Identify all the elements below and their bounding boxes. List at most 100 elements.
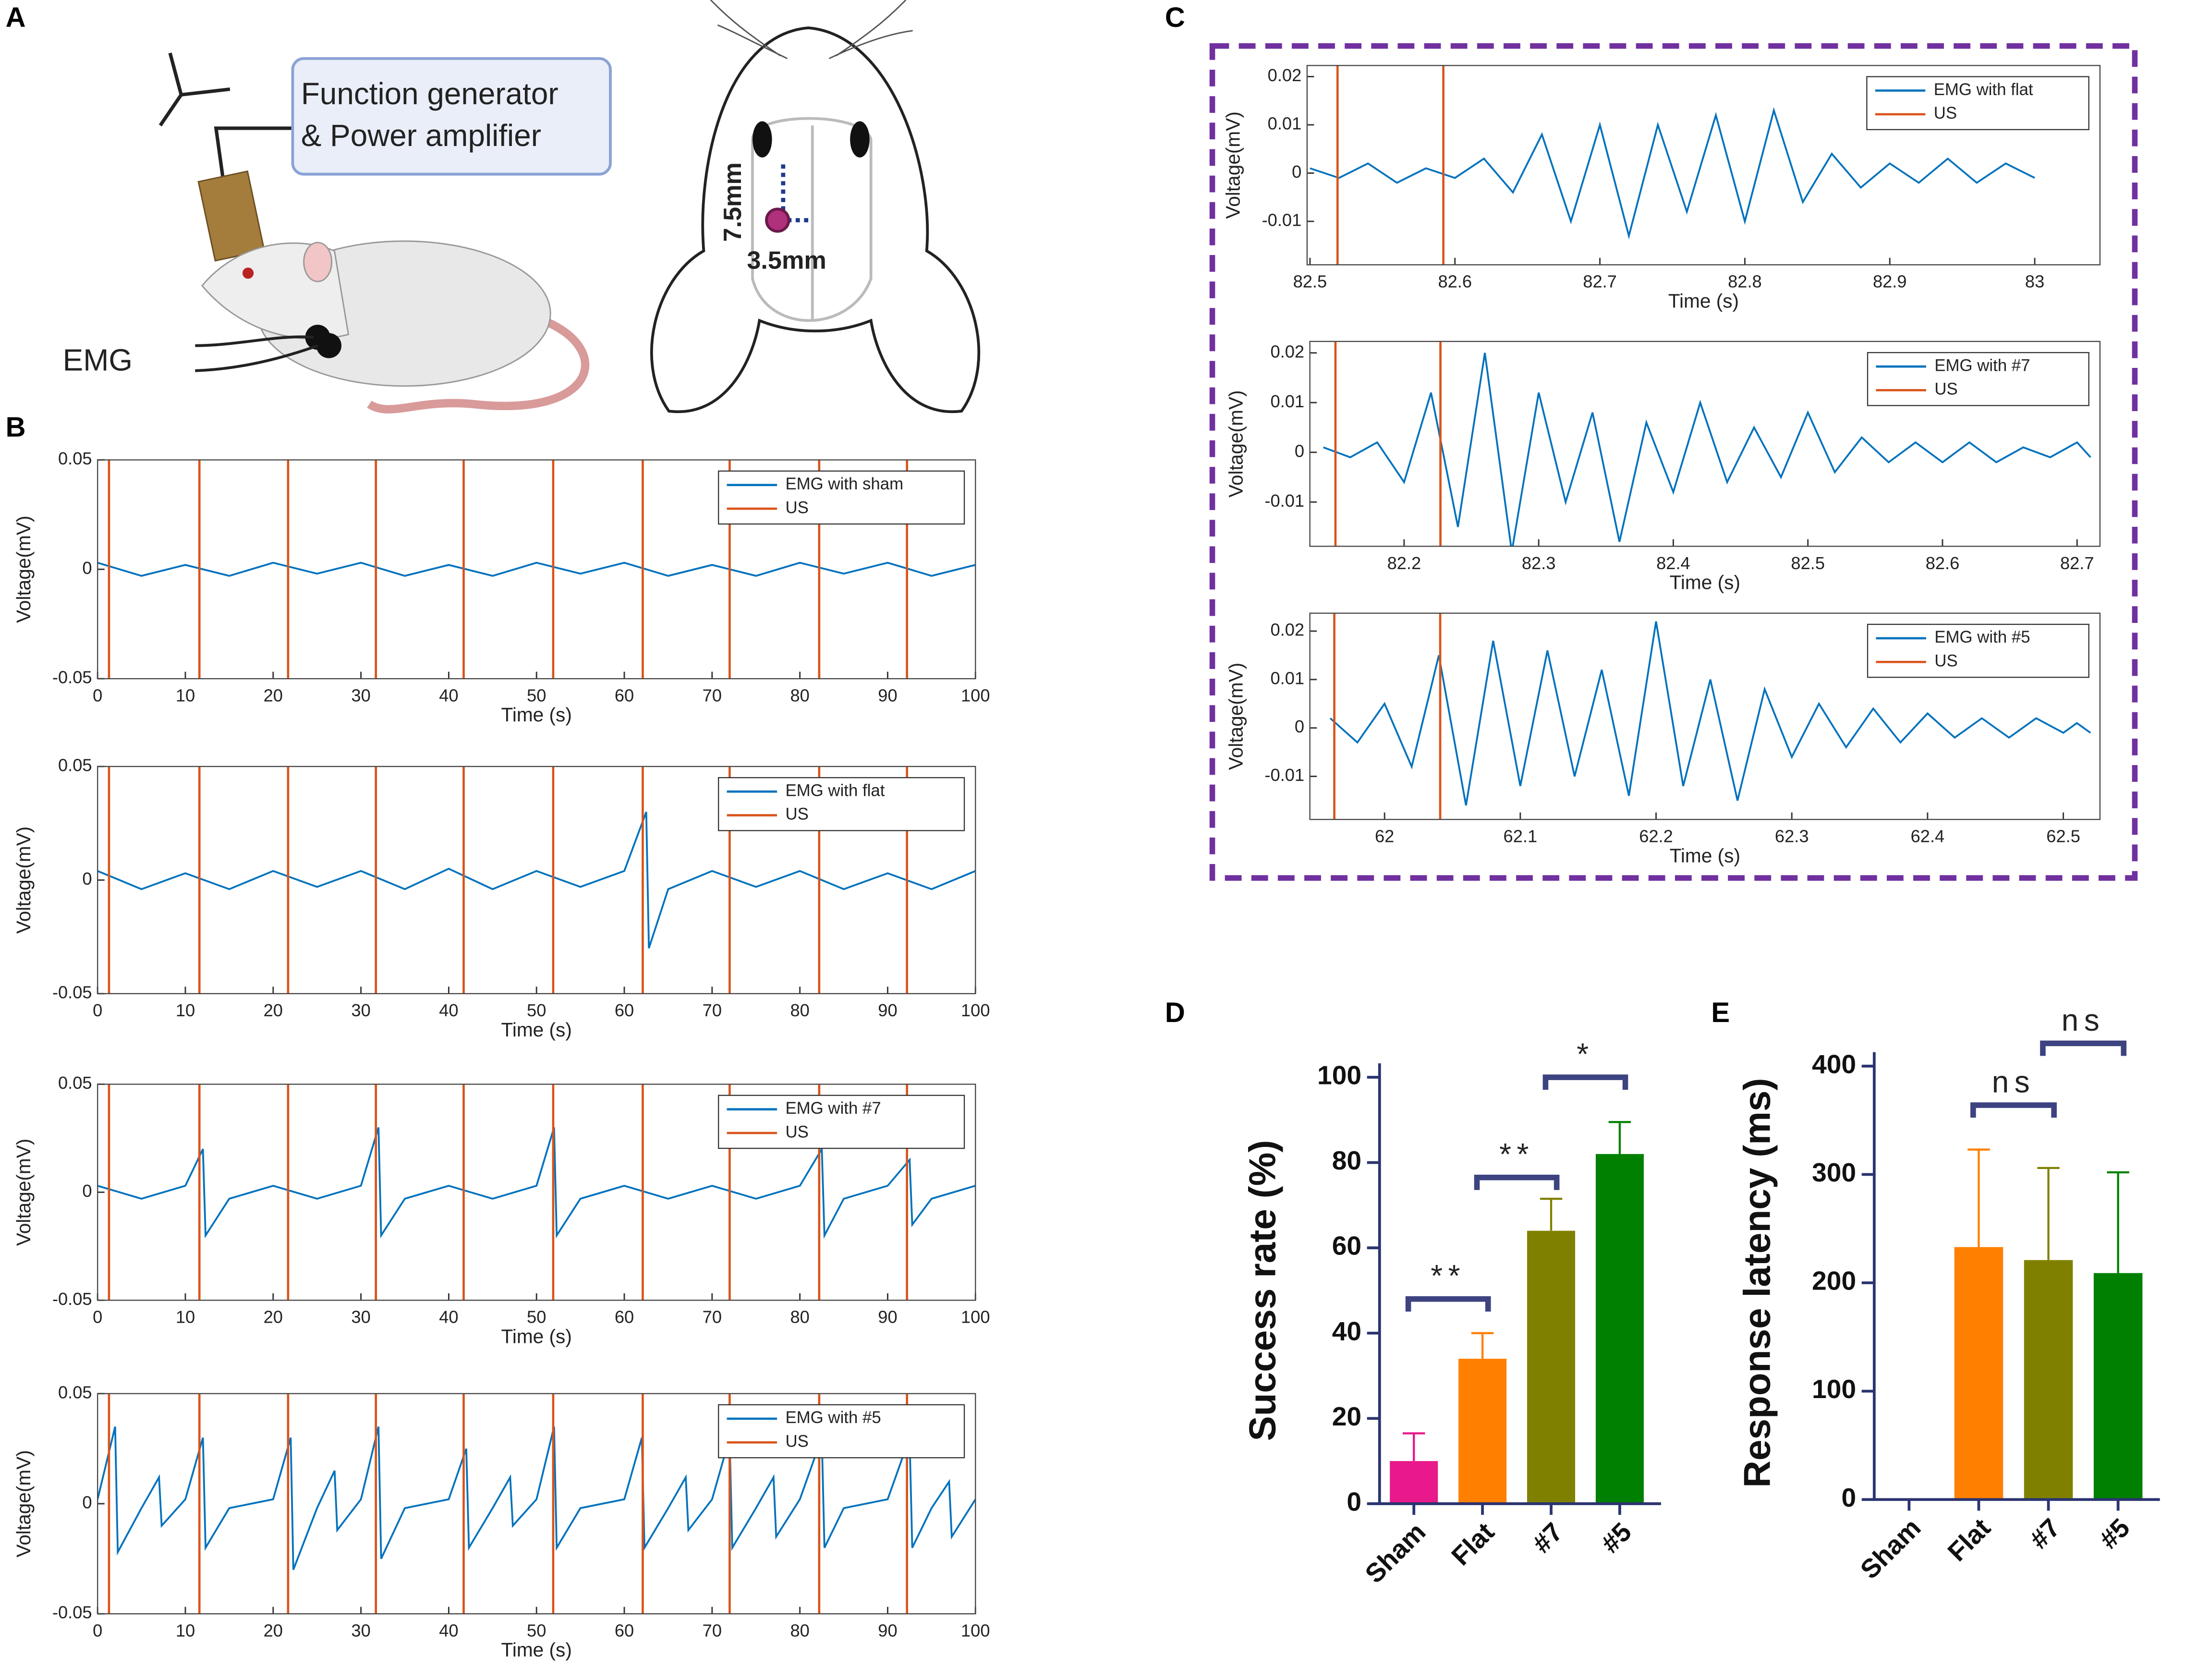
x-tick-label: 80 — [790, 685, 809, 705]
legend-label: US — [785, 805, 808, 824]
legend-box — [1866, 76, 2089, 131]
x-tick-label: 40 — [439, 685, 458, 705]
x-tick-label: 82.2 — [1387, 553, 1421, 573]
y-tick-label: 0 — [82, 869, 92, 889]
error-bar — [1608, 1121, 1631, 1154]
emg-trace — [1323, 353, 2091, 547]
x-tick-label: 82.9 — [1873, 272, 1907, 292]
error-bar — [2037, 1167, 2060, 1260]
panel-label: E — [1711, 997, 1730, 1028]
x-tick-label: 50 — [527, 1620, 546, 1640]
x-tick-label: 62.2 — [1639, 827, 1673, 846]
y-tick-label: 0 — [1347, 1486, 1361, 1516]
y-axis-label: Voltage(mV) — [1225, 390, 1247, 497]
x-tick-label: Flat — [1445, 1517, 1500, 1571]
axes-frame — [97, 1393, 976, 1615]
x-tick-label: 60 — [615, 1620, 634, 1640]
x-tick-label: 90 — [878, 1620, 897, 1640]
significance-label: ** — [1431, 1258, 1466, 1293]
x-tick-label: #7 — [2024, 1512, 2066, 1554]
x-tick-label: 80 — [790, 1000, 809, 1020]
x-tick-label: 30 — [351, 1000, 370, 1020]
x-tick-label: 70 — [703, 685, 722, 705]
axes-frame — [1309, 612, 2101, 820]
x-tick-label: 10 — [176, 1000, 195, 1020]
bar — [2093, 1273, 2143, 1500]
x-tick-label: 30 — [351, 1620, 370, 1640]
x-tick-label: 62.1 — [1504, 827, 1538, 846]
axes-frame — [97, 766, 976, 995]
y-tick-label: 100 — [1317, 1060, 1361, 1090]
y-tick-label: 0.05 — [58, 1382, 92, 1402]
legend-label: US — [1934, 380, 1957, 399]
y-tick-label: -0.05 — [52, 668, 92, 687]
bar — [1954, 1247, 2003, 1500]
x-tick-label: 82.7 — [1583, 272, 1617, 292]
significance-label: ns — [1992, 1064, 2036, 1099]
error-bar — [2107, 1171, 2129, 1273]
x-axis-label: Time (s) — [1670, 844, 1740, 866]
emg-trace — [1329, 621, 2091, 806]
legend-label: EMG with #5 — [1934, 628, 2030, 646]
x-tick-label: 60 — [615, 1307, 634, 1327]
legend-label: EMG with flat — [785, 781, 885, 800]
plot-marks — [1323, 341, 2091, 547]
y-tick-label: 20 — [1332, 1401, 1361, 1431]
head-illustration — [650, 0, 981, 414]
legend-label: EMG with sham — [785, 475, 903, 493]
y-tick-label: 0.01 — [1270, 668, 1304, 688]
y-axis-label: Success rate (%) — [1241, 1140, 1283, 1441]
legend-label: US — [1934, 652, 1957, 670]
plot-marks — [1329, 613, 2091, 820]
legend-label: EMG with #7 — [785, 1099, 881, 1118]
axes — [1378, 1063, 1661, 1505]
x-tick-label: 62.3 — [1775, 827, 1809, 846]
significance-label: ** — [1499, 1137, 1534, 1171]
y-tick-label: 0 — [82, 558, 92, 578]
y-tick-label: 300 — [1812, 1157, 1856, 1187]
y-tick-label: 0.02 — [1270, 620, 1304, 640]
legend-box — [718, 1095, 965, 1149]
y-axis-label: Voltage(mV) — [1225, 663, 1247, 770]
error-bar — [1967, 1148, 1990, 1247]
y-tick-label: 200 — [1812, 1266, 1856, 1296]
y-tick-label: 0 — [1292, 162, 1301, 182]
x-tick-label: #7 — [1527, 1517, 1568, 1558]
legend-box — [718, 777, 965, 831]
bar — [1458, 1359, 1507, 1504]
x-tick-label: 0 — [93, 1620, 102, 1640]
legend-label: US — [1934, 104, 1957, 122]
y-tick-label: -0.01 — [1264, 765, 1304, 785]
emg-trace — [97, 811, 976, 949]
x-axis-label: Time (s) — [501, 1325, 572, 1347]
y-tick-label: 0.02 — [1268, 65, 1302, 85]
x-tick-label: 10 — [176, 1620, 195, 1640]
generator-label: & Power amplifier — [301, 118, 541, 153]
y-tick-label: -0.05 — [52, 1289, 92, 1309]
panel-label: A — [6, 2, 26, 33]
x-tick-label: 20 — [264, 1307, 283, 1327]
legend-label: EMG with #5 — [785, 1408, 881, 1427]
y-axis-label: Voltage(mV) — [12, 516, 35, 623]
x-tick-label: 90 — [878, 685, 897, 705]
y-tick-label: 100 — [1812, 1374, 1856, 1404]
emg-label: EMG — [63, 342, 133, 377]
y-axis-label: Voltage(mV) — [12, 1450, 35, 1557]
emg-trace — [97, 561, 976, 577]
x-tick-label: 20 — [264, 1000, 283, 1020]
x-tick-label: 100 — [961, 1307, 990, 1327]
emg-trace — [97, 1426, 976, 1570]
y-tick-label: -0.01 — [1264, 491, 1304, 511]
y-tick-label: 400 — [1812, 1049, 1856, 1079]
x-tick-label: 70 — [703, 1307, 722, 1327]
distance-label: 7.5mm — [719, 162, 747, 242]
x-tick-label: 62.4 — [1911, 827, 1945, 846]
x-tick-label: 82.4 — [1656, 553, 1690, 573]
x-tick-label: 10 — [176, 685, 195, 705]
y-axis-label: Voltage(mV) — [12, 827, 35, 934]
y-axis-label: Voltage(mV) — [12, 1139, 35, 1246]
significance-bracket — [1405, 1296, 1491, 1312]
bar — [1390, 1461, 1438, 1504]
emg-trace — [1310, 107, 2035, 240]
axes-frame — [97, 1083, 976, 1301]
